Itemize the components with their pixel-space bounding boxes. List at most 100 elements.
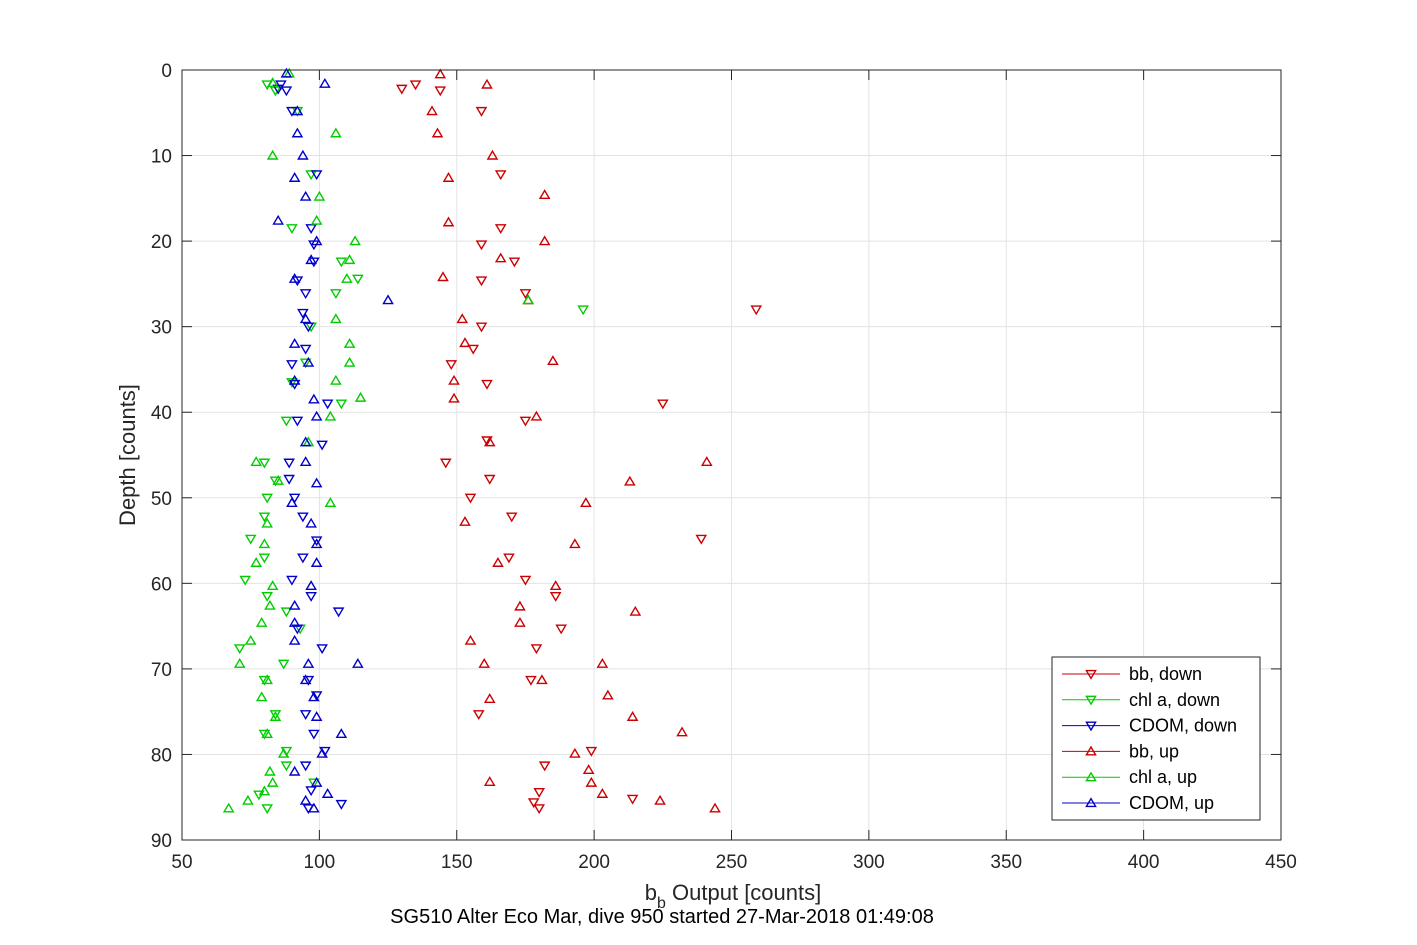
y-tick-label: 40 bbox=[151, 403, 172, 424]
series-bb-up bbox=[426, 68, 721, 813]
data-point bbox=[330, 289, 342, 300]
data-point bbox=[519, 575, 532, 586]
data-point bbox=[286, 360, 298, 371]
data-point bbox=[280, 761, 293, 772]
data-point bbox=[519, 289, 532, 300]
data-point bbox=[277, 659, 290, 670]
legend-label: chl a, up bbox=[1129, 767, 1197, 787]
data-point bbox=[503, 553, 515, 564]
data-point bbox=[750, 305, 763, 316]
data-point bbox=[261, 804, 273, 815]
data-point bbox=[269, 711, 282, 721]
data-point bbox=[255, 616, 268, 627]
x-axis-label-main: b bbox=[645, 880, 657, 905]
data-point bbox=[277, 747, 290, 758]
data-point bbox=[445, 360, 458, 371]
data-point bbox=[291, 416, 304, 427]
series-chl-a-up bbox=[222, 67, 535, 813]
data-point bbox=[299, 289, 312, 300]
data-point bbox=[299, 436, 312, 447]
data-point bbox=[244, 534, 257, 545]
data-point bbox=[409, 80, 422, 91]
data-point bbox=[258, 785, 271, 796]
y-tick-label: 0 bbox=[161, 61, 172, 82]
data-point bbox=[302, 322, 315, 333]
data-point bbox=[330, 313, 342, 324]
data-point bbox=[549, 580, 562, 591]
data-point bbox=[475, 276, 488, 287]
data-point bbox=[426, 105, 438, 116]
data-point bbox=[538, 235, 551, 246]
x-tick-label: 200 bbox=[578, 852, 610, 873]
y-tick-label: 30 bbox=[151, 318, 172, 339]
data-point bbox=[291, 127, 304, 138]
data-point bbox=[305, 254, 317, 265]
data-point bbox=[239, 575, 252, 586]
data-point bbox=[288, 765, 301, 776]
data-point bbox=[308, 257, 320, 268]
data-point bbox=[585, 776, 598, 787]
data-point bbox=[569, 538, 581, 549]
data-point bbox=[335, 799, 348, 810]
data-point bbox=[656, 399, 669, 410]
data-point bbox=[288, 172, 301, 182]
data-point bbox=[261, 592, 273, 602]
data-point bbox=[280, 746, 293, 757]
data-point bbox=[395, 84, 408, 95]
data-point bbox=[319, 77, 331, 88]
data-point bbox=[341, 273, 353, 283]
data-point bbox=[335, 728, 348, 739]
x-axis-label-subscript: b bbox=[657, 895, 666, 912]
data-point bbox=[283, 458, 295, 469]
data-point bbox=[286, 497, 298, 508]
data-point bbox=[316, 440, 328, 451]
data-marks bbox=[222, 67, 763, 815]
data-point bbox=[525, 675, 537, 686]
data-point bbox=[481, 436, 493, 447]
legend-item: CDOM, down bbox=[1062, 716, 1237, 736]
legend: bb, down chl a, down CDOM, down bb, up chl a… bbox=[1051, 656, 1261, 821]
data-point bbox=[626, 711, 639, 721]
data-point bbox=[536, 674, 548, 685]
data-point bbox=[288, 634, 301, 645]
data-point bbox=[244, 634, 257, 645]
data-point bbox=[321, 399, 334, 410]
data-point bbox=[269, 710, 282, 720]
data-point bbox=[459, 515, 471, 526]
data-point bbox=[288, 599, 301, 610]
data-point bbox=[538, 189, 551, 200]
data-point bbox=[434, 68, 447, 79]
data-point bbox=[478, 658, 491, 668]
data-point bbox=[538, 761, 551, 772]
data-point bbox=[321, 788, 334, 798]
data-point bbox=[305, 170, 317, 181]
legend-marker bbox=[1085, 745, 1097, 756]
legend-marker bbox=[1085, 695, 1097, 706]
data-point bbox=[316, 644, 328, 655]
data-point bbox=[483, 474, 496, 485]
data-point bbox=[299, 344, 312, 355]
data-point bbox=[352, 658, 364, 668]
x-tick-label: 100 bbox=[304, 852, 336, 873]
x-tick-label: 450 bbox=[1265, 852, 1297, 873]
y-tick-label: 10 bbox=[151, 147, 172, 168]
data-point bbox=[472, 710, 485, 720]
data-point bbox=[442, 172, 455, 182]
data-point bbox=[335, 399, 348, 410]
data-point bbox=[629, 605, 642, 616]
data-point bbox=[269, 476, 282, 487]
data-point bbox=[280, 416, 293, 427]
data-point bbox=[437, 271, 449, 282]
data-point bbox=[585, 746, 598, 757]
data-point bbox=[305, 517, 317, 528]
data-point bbox=[695, 534, 708, 545]
data-point bbox=[264, 599, 276, 610]
data-point bbox=[527, 798, 540, 809]
data-point bbox=[310, 557, 323, 567]
x-tick-label: 50 bbox=[171, 852, 192, 873]
data-point bbox=[335, 257, 348, 268]
data-point bbox=[272, 84, 284, 95]
legend-label: chl a, down bbox=[1129, 690, 1220, 710]
x-tick-label: 150 bbox=[441, 852, 473, 873]
data-point bbox=[483, 436, 496, 447]
